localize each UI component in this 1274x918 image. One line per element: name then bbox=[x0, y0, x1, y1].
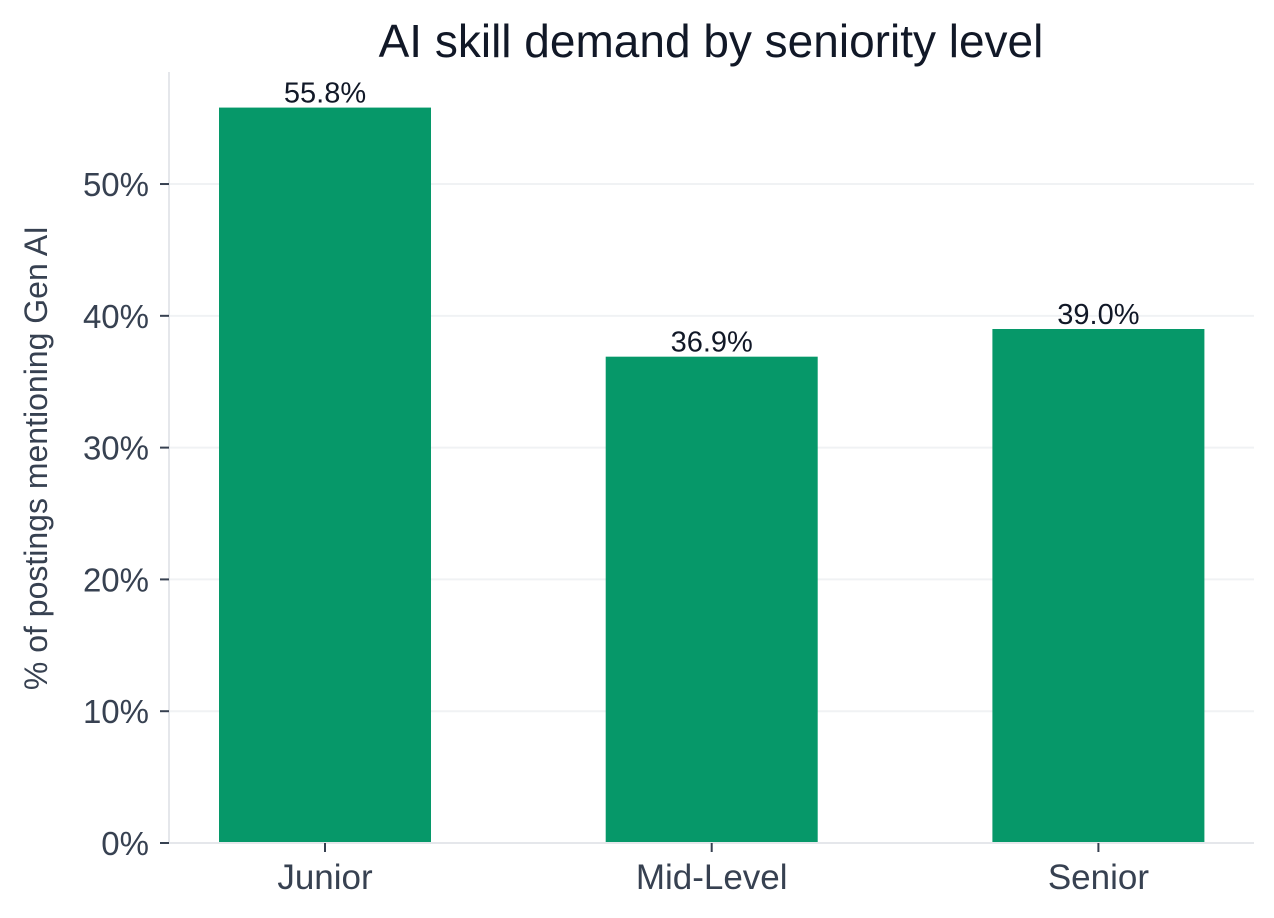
bars bbox=[219, 107, 1205, 844]
data-labels: 55.8% 36.9% 39.0% bbox=[284, 78, 1140, 359]
y-tick-label: 20% bbox=[83, 561, 149, 598]
data-label: 36.9% bbox=[671, 327, 753, 359]
chart-title: AI skill demand by seniority level bbox=[379, 15, 1044, 67]
data-label: 39.0% bbox=[1057, 299, 1139, 331]
data-label: 55.8% bbox=[284, 78, 366, 110]
y-tick-label: 0% bbox=[101, 825, 149, 862]
x-tick-label: Junior bbox=[277, 858, 373, 897]
x-axis-ticks: Junior Mid-Level Senior bbox=[277, 843, 1149, 897]
bar-junior bbox=[219, 107, 431, 844]
bar-mid-level bbox=[605, 356, 818, 843]
y-tick-label: 50% bbox=[83, 166, 149, 203]
y-tick-label: 30% bbox=[83, 430, 149, 467]
bar-senior bbox=[992, 329, 1205, 843]
x-tick-label: Senior bbox=[1048, 858, 1150, 897]
y-axis-ticks: 0% 10% 20% 30% 40% 50% bbox=[83, 166, 169, 862]
y-tick-label: 10% bbox=[83, 693, 149, 730]
y-axis-label: % of postings mentioning Gen AI bbox=[18, 226, 54, 690]
x-tick-label: Mid-Level bbox=[636, 858, 788, 897]
y-tick-label: 40% bbox=[83, 298, 149, 335]
